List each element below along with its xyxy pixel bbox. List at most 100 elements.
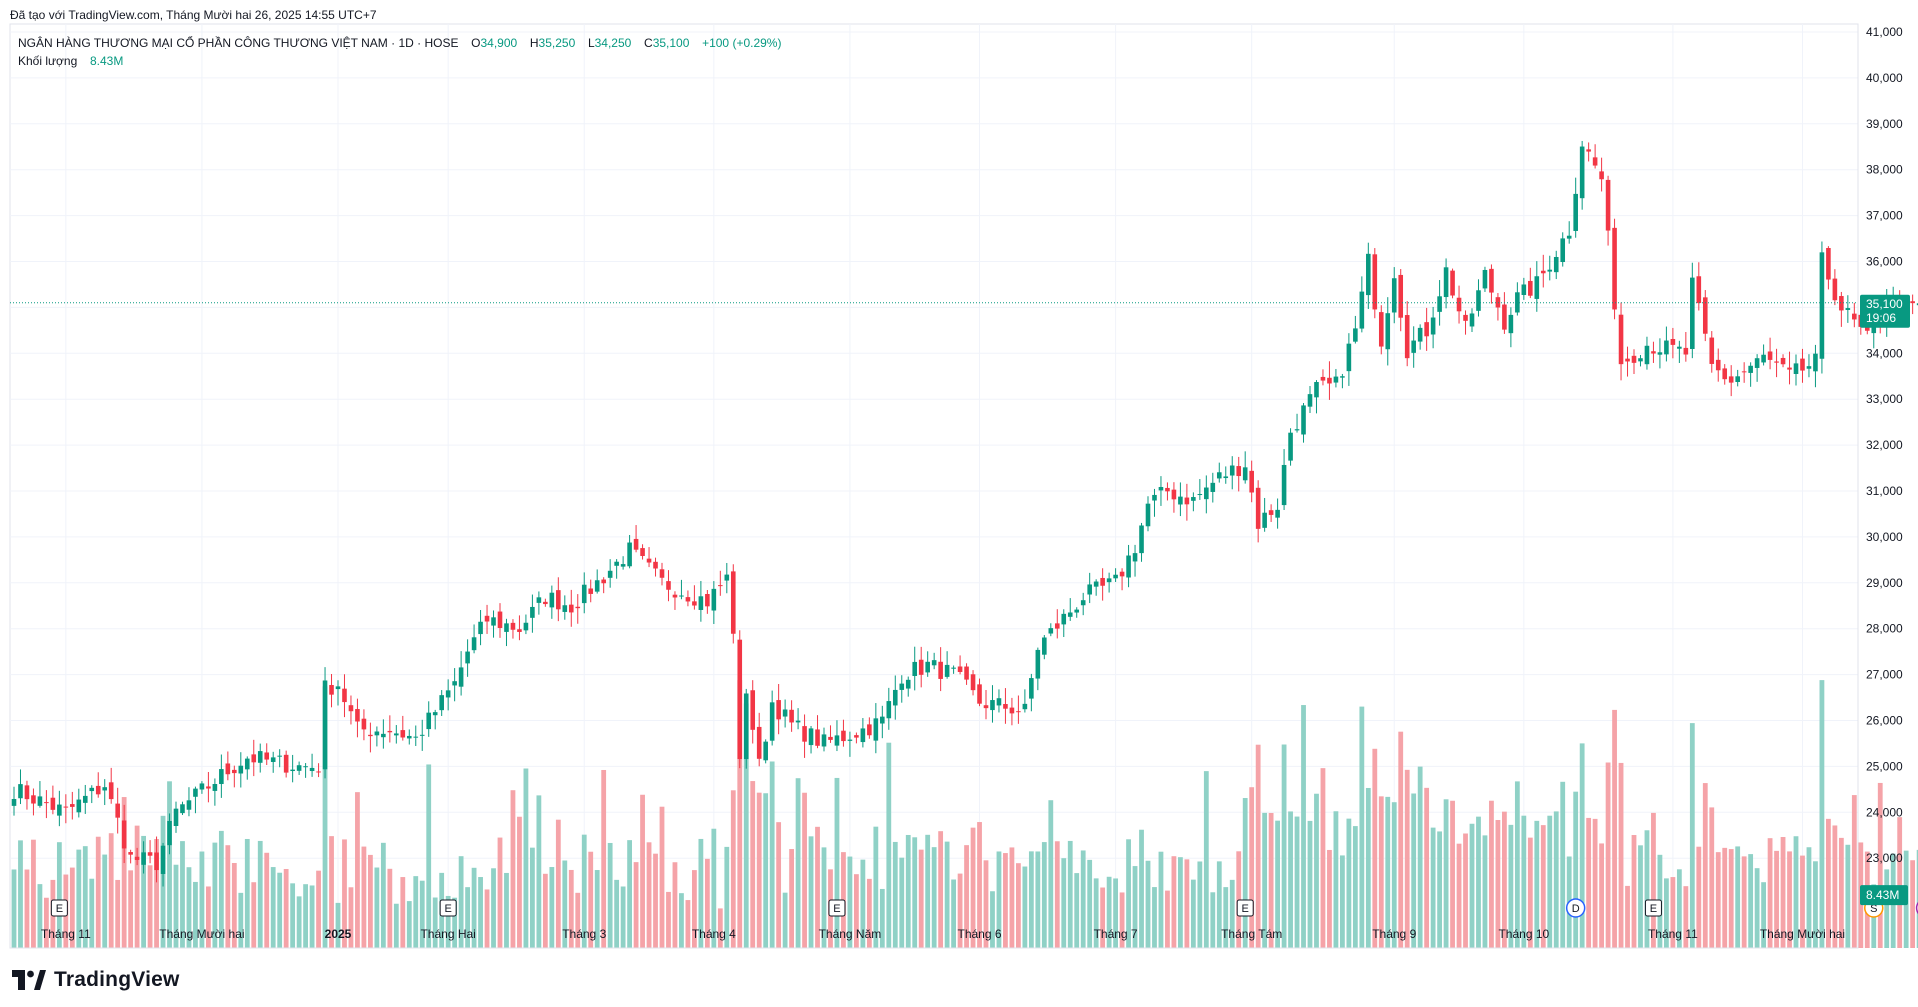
earnings-marker[interactable] bbox=[439, 899, 457, 917]
candle-body bbox=[1605, 179, 1611, 231]
candle-body bbox=[193, 788, 198, 797]
candle-body bbox=[1216, 472, 1222, 479]
tradingview-logo-icon bbox=[12, 970, 46, 990]
volume-bar bbox=[37, 884, 43, 948]
volume-bar bbox=[167, 781, 172, 948]
candle-body bbox=[1281, 464, 1287, 506]
candle-body bbox=[471, 637, 477, 651]
earnings-marker[interactable] bbox=[1236, 899, 1254, 917]
volume-bar bbox=[1780, 837, 1786, 948]
low-label: L bbox=[587, 36, 595, 50]
volume-label[interactable]: Khối lượng bbox=[18, 54, 78, 68]
earnings-marker[interactable] bbox=[1644, 899, 1662, 917]
candle-body bbox=[802, 726, 807, 742]
volume-bar bbox=[782, 892, 788, 948]
candle-body bbox=[1210, 482, 1216, 492]
candle-body bbox=[568, 604, 574, 613]
y-tick-label: 38,000 bbox=[1866, 163, 1903, 177]
volume-bar bbox=[1605, 762, 1611, 948]
candle-body bbox=[601, 579, 606, 584]
candle-body bbox=[394, 733, 399, 736]
volume-bar bbox=[802, 792, 807, 948]
volume-bar bbox=[1320, 768, 1326, 948]
candle-body bbox=[588, 588, 594, 594]
candle-body bbox=[905, 679, 911, 689]
candle-body bbox=[763, 741, 768, 761]
x-tick-label: Tháng 9 bbox=[1372, 927, 1416, 941]
candle-body bbox=[653, 561, 658, 569]
symbol-title[interactable]: NGÂN HÀNG THƯƠNG MẠI CỔ PHẦN CÔNG THƯƠNG… bbox=[18, 36, 459, 50]
volume-bar bbox=[1664, 878, 1669, 948]
price-axis[interactable]: 23,000 24,000 25,000 26,000 27,000 28,000 29,0… bbox=[1866, 25, 1903, 865]
volume-bar bbox=[1314, 793, 1319, 948]
candle-body bbox=[76, 799, 82, 813]
candle-body bbox=[970, 674, 976, 691]
candle-body bbox=[996, 698, 1002, 706]
volume-bar bbox=[1411, 793, 1417, 948]
x-tick-label: Tháng Tám bbox=[1221, 927, 1282, 941]
volume-bar bbox=[795, 778, 801, 948]
candle-body bbox=[1657, 352, 1663, 355]
volume-bar bbox=[1560, 781, 1566, 948]
candle-body bbox=[1184, 497, 1190, 505]
candle-body bbox=[89, 787, 95, 792]
volume-bar bbox=[458, 856, 464, 948]
volume-bar bbox=[789, 849, 794, 948]
candle-body bbox=[1696, 276, 1702, 304]
volume-bar bbox=[484, 889, 490, 948]
candle-body bbox=[1093, 581, 1099, 587]
volume-bar bbox=[633, 862, 639, 948]
candle-body bbox=[1651, 351, 1656, 354]
volume-bar bbox=[24, 869, 30, 948]
candle-body bbox=[1249, 470, 1254, 493]
volume-bar bbox=[517, 816, 522, 948]
earnings-marker[interactable] bbox=[50, 899, 68, 917]
volume-bar bbox=[925, 834, 931, 948]
earnings-marker[interactable] bbox=[828, 899, 846, 917]
candle-body bbox=[1534, 276, 1540, 299]
candle-body bbox=[1022, 703, 1028, 710]
candle-body bbox=[1813, 353, 1818, 372]
candle-body bbox=[484, 615, 490, 622]
event-marker[interactable] bbox=[1565, 898, 1586, 918]
volume-bar bbox=[918, 849, 924, 948]
y-tick-label: 37,000 bbox=[1866, 209, 1903, 223]
volume-bar bbox=[374, 867, 380, 948]
candle-body bbox=[705, 594, 710, 607]
volume-bar bbox=[393, 903, 399, 948]
candle-body bbox=[244, 758, 250, 770]
volume-bar bbox=[1184, 859, 1190, 948]
volume-bar bbox=[808, 836, 814, 948]
volume-bar bbox=[1391, 802, 1397, 948]
volume-bar bbox=[581, 834, 587, 948]
x-tick-label: Tháng 6 bbox=[957, 927, 1001, 941]
candle-body bbox=[1378, 312, 1384, 347]
volume-bar bbox=[225, 845, 231, 948]
volume-bar bbox=[685, 900, 691, 948]
candle-body bbox=[342, 688, 347, 703]
volume-bar bbox=[89, 878, 95, 948]
candle-body bbox=[1294, 429, 1300, 431]
candle-body bbox=[1754, 358, 1760, 368]
legend-volume-row: Khối lượng 8.43M bbox=[18, 52, 781, 70]
candle-body bbox=[1735, 376, 1740, 383]
candle-body bbox=[199, 783, 205, 790]
volume-bar bbox=[1631, 835, 1637, 948]
brand-logo[interactable]: TradingView bbox=[12, 968, 180, 992]
candle-body bbox=[160, 845, 166, 874]
volume-bar bbox=[1249, 787, 1255, 948]
candle-body bbox=[1839, 296, 1844, 311]
candle-body bbox=[31, 795, 36, 804]
time-axis[interactable]: Tháng 11 Tháng Mười hai 2025 Tháng Hai Tháng… bbox=[41, 927, 1918, 941]
candle-body bbox=[128, 852, 133, 855]
candle-body bbox=[614, 561, 619, 566]
candle-body bbox=[1262, 512, 1267, 528]
volume-bar bbox=[387, 868, 393, 948]
volume-bar bbox=[1003, 853, 1008, 948]
volume-bar bbox=[1832, 825, 1838, 948]
volume-bar bbox=[1106, 876, 1112, 948]
candle-body bbox=[1592, 157, 1598, 166]
candle-body bbox=[607, 570, 613, 578]
